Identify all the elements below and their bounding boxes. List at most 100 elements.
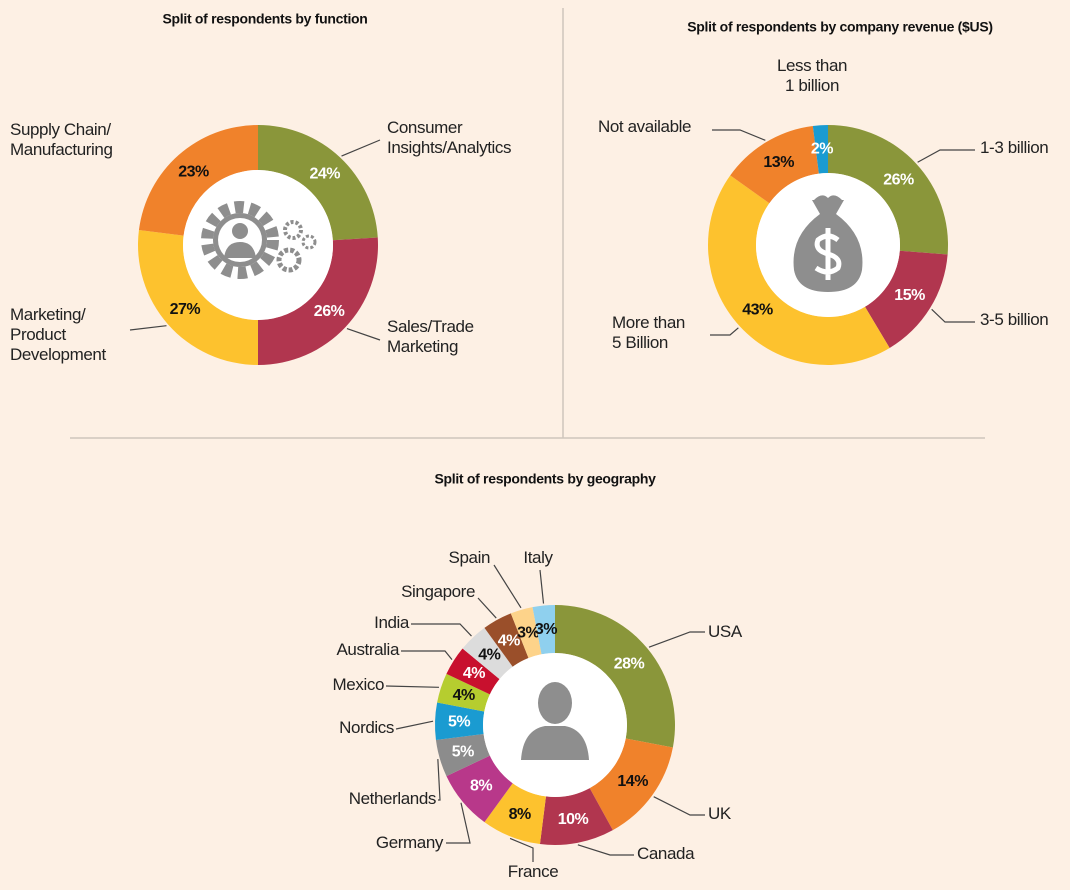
icon-part	[301, 234, 317, 250]
chart-title: Split of respondents by function	[162, 11, 367, 27]
category-label: Sales/Trade Marketing	[387, 317, 474, 356]
leader-line	[509, 837, 534, 862]
donut-segment	[510, 607, 542, 659]
icon-part	[814, 228, 842, 280]
donut-segment	[484, 783, 546, 845]
category-label: Mexico	[332, 675, 385, 694]
value-label: 4%	[463, 665, 485, 682]
leader-line	[493, 564, 522, 609]
value-label: 8%	[470, 778, 492, 795]
value-label: 4%	[498, 632, 520, 649]
value-label: 24%	[309, 165, 340, 182]
category-label: Australia	[336, 640, 399, 659]
donut-segment	[828, 125, 948, 255]
icon-part	[521, 726, 589, 760]
category-label: Supply Chain/ Manufacturing	[10, 120, 113, 159]
donut-segment	[138, 229, 258, 365]
leader-line	[129, 325, 167, 331]
value-label: 4%	[478, 647, 500, 664]
category-label: More than 5 Billion	[612, 313, 685, 352]
category-label: Not available	[598, 117, 692, 136]
donut-segment	[730, 125, 819, 204]
icon-part	[232, 223, 248, 239]
category-label: Germany	[375, 833, 444, 852]
value-label: 26%	[883, 171, 914, 188]
icon-part	[276, 247, 302, 273]
category-label: Netherlands	[348, 789, 437, 808]
leader-line	[917, 149, 975, 163]
donut-segment	[539, 788, 613, 845]
value-label: 3%	[535, 621, 557, 638]
category-label: USA	[708, 622, 742, 641]
donut-segment	[435, 702, 485, 741]
category-label: India	[374, 613, 409, 632]
category-label: Italy	[523, 548, 553, 567]
chart-title: Split of respondents by company revenue …	[687, 19, 992, 35]
value-label: 5%	[448, 713, 470, 730]
icon-part	[538, 682, 572, 724]
category-label: Consumer Insights/Analytics	[387, 118, 512, 157]
value-label: 23%	[178, 163, 209, 180]
donut-segment	[258, 125, 378, 241]
leader-line	[653, 796, 705, 816]
donut-segment	[437, 673, 490, 712]
leader-line	[577, 844, 634, 856]
category-label: France	[507, 862, 559, 881]
donut-segment	[589, 738, 673, 831]
leader-line	[385, 685, 439, 688]
value-label: 43%	[742, 302, 773, 319]
category-label: Canada	[637, 844, 695, 863]
icon-part	[224, 242, 256, 258]
leader-line	[401, 650, 453, 661]
value-label: 5%	[452, 743, 474, 760]
donut-segment	[258, 237, 378, 365]
value-label: 28%	[614, 655, 645, 672]
leader-line	[477, 597, 497, 619]
donut-segment	[484, 613, 529, 667]
value-label: 15%	[894, 287, 925, 304]
category-label: Singapore	[401, 582, 475, 601]
category-label: Less than 1 billion	[776, 56, 848, 95]
donut-segment	[864, 250, 948, 348]
chart-title: Split of respondents by geography	[434, 471, 656, 487]
leader-line	[395, 720, 434, 730]
category-label: Nordics	[339, 718, 394, 737]
leader-line	[712, 129, 766, 141]
value-label: 26%	[314, 303, 345, 320]
donut-segment	[812, 125, 828, 174]
category-label: UK	[708, 804, 731, 823]
value-label: 4%	[453, 687, 475, 704]
value-label: 2%	[811, 141, 833, 158]
category-label: Marketing/ Product Development	[10, 305, 106, 364]
icon-part	[814, 195, 842, 200]
donut-segment	[532, 605, 555, 655]
donut-hole	[483, 653, 627, 797]
donut-segment	[435, 734, 490, 777]
leader-line	[446, 802, 471, 844]
icon-part	[201, 201, 279, 279]
category-label: Spain	[448, 548, 491, 567]
value-label: 3%	[517, 624, 539, 641]
category-label: 1-3 billion	[980, 138, 1049, 157]
value-label: 27%	[170, 301, 201, 318]
leader-line	[648, 631, 705, 648]
donut-segment	[462, 627, 513, 680]
leader-line	[437, 759, 441, 801]
leader-line	[341, 139, 381, 157]
value-label: 13%	[763, 154, 794, 171]
value-label: 8%	[509, 806, 531, 823]
icons	[201, 195, 863, 760]
category-label: 3-5 billion	[980, 310, 1049, 329]
leader-line	[346, 327, 381, 341]
donut-segment	[555, 605, 675, 748]
donut-segment	[138, 125, 258, 236]
donut-segment	[446, 755, 513, 823]
donut-segment	[708, 175, 890, 366]
icon-part	[283, 220, 303, 240]
leader-line	[931, 308, 975, 323]
leader-line	[710, 327, 739, 336]
leader-line	[411, 623, 472, 637]
leader-line	[539, 569, 545, 604]
